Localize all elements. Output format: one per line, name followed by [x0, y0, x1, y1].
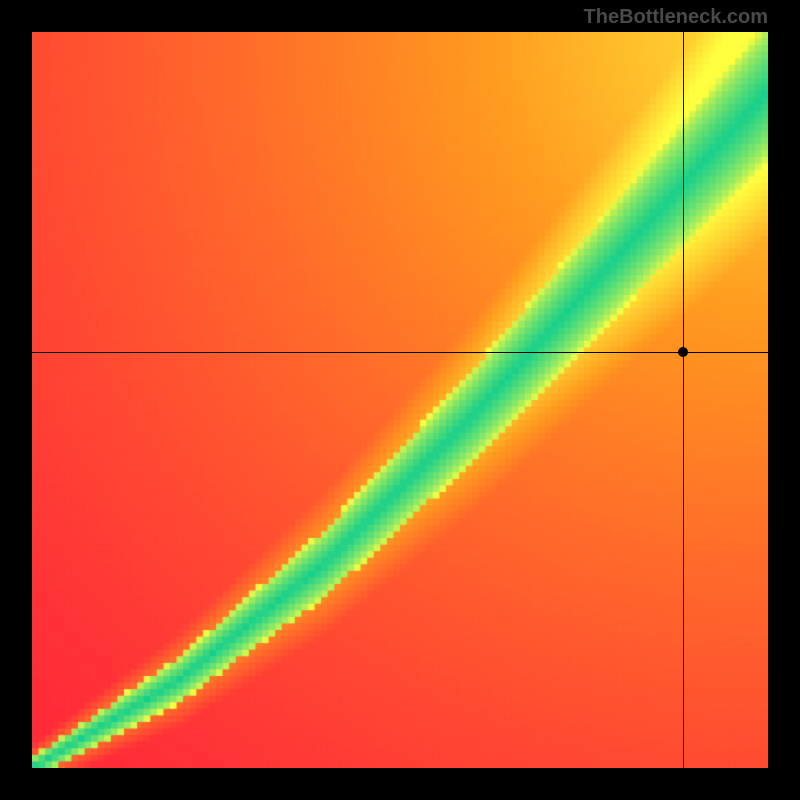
heatmap-canvas [32, 32, 768, 768]
crosshair-horizontal [32, 352, 768, 353]
crosshair-vertical [683, 32, 684, 768]
crosshair-marker [678, 347, 688, 357]
watermark-text: TheBottleneck.com [584, 6, 768, 29]
heatmap-plot [32, 32, 768, 768]
